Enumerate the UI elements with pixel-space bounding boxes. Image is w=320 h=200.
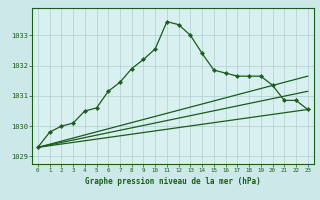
X-axis label: Graphe pression niveau de la mer (hPa): Graphe pression niveau de la mer (hPa) (85, 177, 261, 186)
